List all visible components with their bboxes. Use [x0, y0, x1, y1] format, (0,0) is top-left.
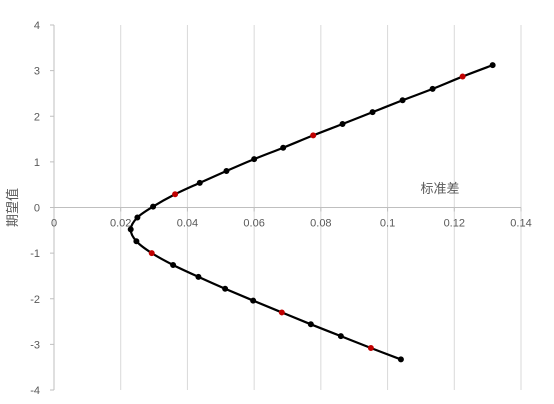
data-point-18	[195, 273, 202, 280]
y-tick-label-5: -1	[30, 248, 40, 260]
data-series	[127, 62, 496, 363]
data-point-17	[170, 261, 177, 268]
x-tick-label-0: 0	[51, 218, 57, 230]
x-tick-label-5: 0.1	[380, 218, 395, 230]
y-tick-label-7: -3	[30, 339, 40, 351]
data-point-15	[133, 238, 140, 245]
data-point-1	[459, 73, 466, 80]
y-tick-label-1: 3	[34, 66, 40, 78]
data-point-22	[307, 321, 314, 328]
data-point-13	[134, 214, 141, 221]
axes: 4 3 2 1 0 -1 -2 -3 -4 0 0.02 0.04 0.06 0.08 0.1 0.12 0.1…	[30, 20, 531, 397]
y-tick-label-8: -4	[30, 385, 40, 397]
data-point-8	[251, 156, 258, 163]
x-tick-label-6: 0.12	[444, 218, 465, 230]
y-tick-label-2: 2	[34, 111, 40, 123]
x-tick-label-4: 0.08	[310, 218, 331, 230]
data-point-25	[397, 356, 404, 363]
data-point-7	[280, 144, 287, 151]
y-tick-label-4: 0	[34, 203, 40, 215]
x-tick-label-7: 0.14	[510, 218, 531, 230]
data-point-19	[222, 285, 229, 292]
x-tick-label-2: 0.04	[177, 218, 198, 230]
y-tick-label-3: 1	[34, 157, 40, 169]
x-axis-label: 标准差	[420, 182, 459, 197]
data-point-0	[489, 62, 496, 69]
y-axis-label: 期望值	[5, 188, 21, 227]
axis-labels: 标准差 期望值	[5, 182, 460, 227]
data-point-5	[339, 121, 346, 128]
data-point-24	[367, 345, 374, 352]
data-point-23	[337, 333, 344, 340]
data-point-21	[278, 309, 285, 316]
x-tick-label-1: 0.02	[110, 218, 131, 230]
data-point-10	[196, 179, 203, 186]
y-tick-label-0: 4	[34, 20, 40, 32]
x-tick-label-3: 0.06	[243, 218, 264, 230]
data-point-4	[369, 109, 376, 116]
data-point-3	[399, 97, 406, 104]
data-point-20	[250, 297, 257, 304]
data-point-2	[429, 85, 436, 92]
data-point-14	[127, 226, 134, 233]
data-point-16	[148, 250, 155, 257]
data-point-6	[310, 132, 317, 139]
data-point-9	[223, 167, 230, 174]
data-point-11	[172, 191, 179, 198]
series-line	[129, 64, 494, 361]
data-point-12	[150, 203, 157, 210]
y-tick-label-6: -2	[30, 294, 40, 306]
